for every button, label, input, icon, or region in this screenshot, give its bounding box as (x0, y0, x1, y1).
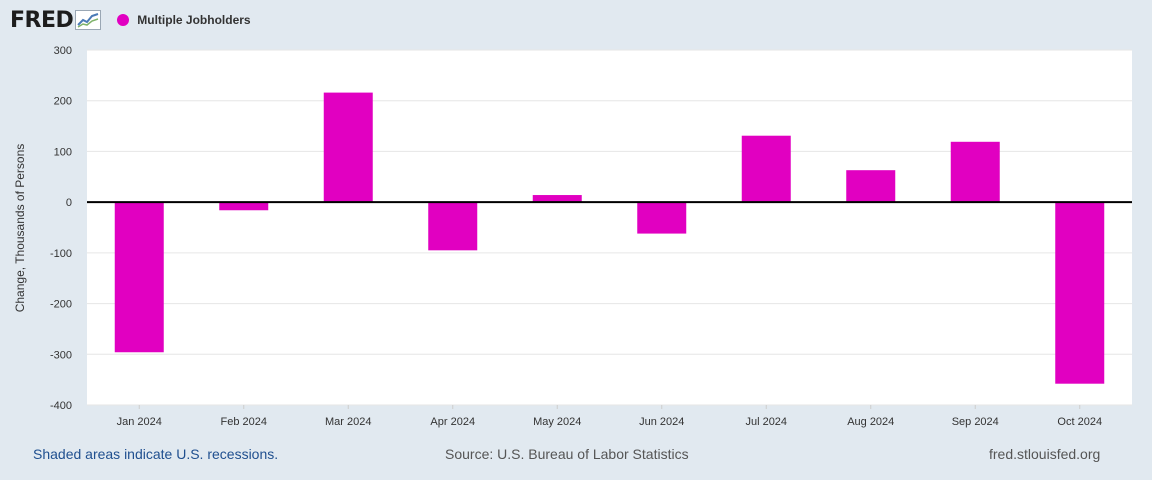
source-text: Source: U.S. Bureau of Labor Statistics (445, 446, 689, 462)
y-axis-ticks: 300 200 100 0 -100 -200 -300 -400 (50, 45, 72, 412)
legend-marker (117, 14, 130, 26)
legend[interactable]: Multiple Jobholders (117, 13, 251, 27)
y-tick-label: 200 (54, 96, 72, 108)
x-tick-label: Mar 2024 (325, 416, 371, 428)
x-tick-label: Apr 2024 (430, 416, 475, 428)
bar-series (114, 92, 1105, 384)
y-axis-label: Change, Thousands of Persons (13, 144, 27, 313)
line-chart-icon (75, 10, 102, 30)
x-tick-label: Jun 2024 (639, 416, 684, 428)
fred-logo[interactable]: FRED (10, 7, 102, 33)
x-tick-label: Aug 2024 (847, 416, 894, 428)
chart-header: FRED Multiple Jobholders (10, 6, 251, 34)
y-tick-label: -300 (50, 349, 72, 361)
bar[interactable] (323, 92, 373, 203)
y-tick-label: 0 (66, 197, 72, 209)
y-tick-label: -200 (50, 299, 72, 311)
bar[interactable] (846, 170, 896, 203)
bar[interactable] (637, 202, 687, 234)
site-link[interactable]: fred.stlouisfed.org (989, 446, 1101, 462)
x-tick-label: Oct 2024 (1057, 416, 1102, 428)
bar[interactable] (114, 202, 164, 353)
x-tick-label: May 2024 (533, 416, 581, 428)
gridlines (87, 49, 1132, 406)
bar[interactable] (741, 135, 791, 203)
x-tick-label: Jan 2024 (117, 416, 162, 428)
plot-area (87, 50, 1132, 405)
bar[interactable] (428, 202, 478, 251)
x-tick-label: Jul 2024 (745, 416, 787, 428)
bar[interactable] (1055, 202, 1105, 384)
bar[interactable] (532, 195, 582, 203)
bar-chart: 300 200 100 0 -100 -200 -300 -400 Jan 2024 Feb 2… (13, 45, 1132, 428)
recessions-note[interactable]: Shaded areas indicate U.S. recessions. (33, 446, 279, 462)
y-tick-label: 300 (54, 45, 72, 57)
x-axis-ticks: Jan 2024 Feb 2024 Mar 2024 Apr 2024 May 2024… (117, 405, 1102, 428)
bar[interactable] (219, 202, 269, 211)
legend-label: Multiple Jobholders (137, 13, 251, 27)
x-tick-label: Sep 2024 (952, 416, 999, 428)
y-tick-label: -100 (50, 248, 72, 260)
x-tick-label: Feb 2024 (221, 416, 267, 428)
logo-text: FRED (10, 7, 74, 33)
y-tick-label: 100 (54, 146, 72, 158)
bar[interactable] (950, 141, 1000, 203)
y-tick-label: -400 (50, 400, 72, 412)
